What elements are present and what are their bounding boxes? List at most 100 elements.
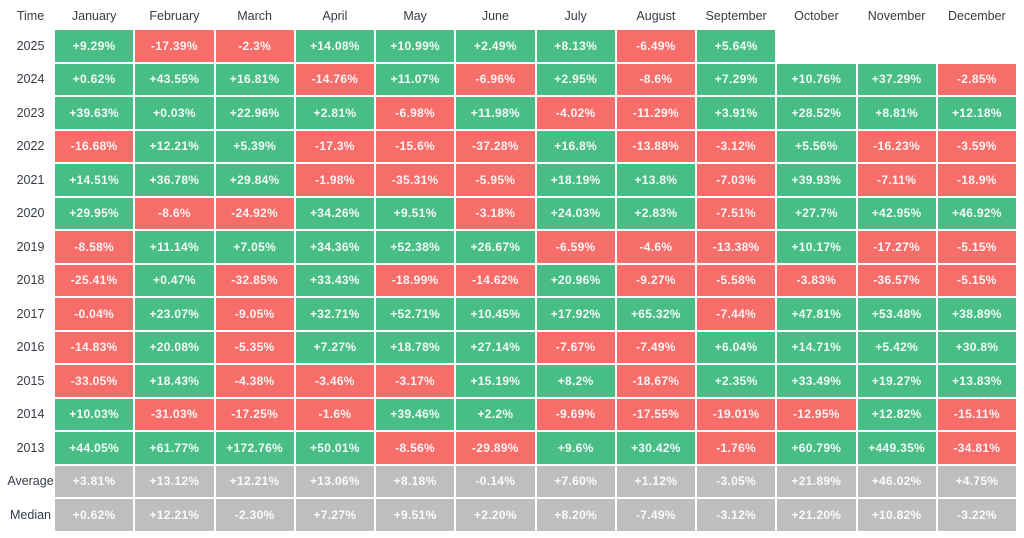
return-cell: +18.43% xyxy=(135,365,214,397)
return-cell: +15.19% xyxy=(456,365,535,397)
return-cell: +2.81% xyxy=(295,97,374,129)
return-cell: -3.05% xyxy=(697,465,776,497)
return-cell: +28.52% xyxy=(777,97,856,129)
return-cell: +10.03% xyxy=(55,398,134,430)
return-cell: -5.35% xyxy=(215,331,294,363)
return-cell: +22.96% xyxy=(215,97,294,129)
time-column-header: Time xyxy=(16,8,45,23)
return-cell: +12.21% xyxy=(135,499,214,531)
return-cell: +10.99% xyxy=(376,30,455,62)
return-cell: -5.58% xyxy=(697,264,776,296)
return-cell: -3.22% xyxy=(937,499,1016,531)
year-row-label: 2023 xyxy=(16,105,45,120)
return-cell: -3.83% xyxy=(777,264,856,296)
return-cell: +8.13% xyxy=(536,30,615,62)
year-row-label: 2019 xyxy=(16,239,45,254)
return-cell: +10.82% xyxy=(857,499,936,531)
return-cell: +20.08% xyxy=(135,331,214,363)
return-cell: -9.05% xyxy=(215,298,294,330)
return-cell: -24.92% xyxy=(215,197,294,229)
return-cell: +21.89% xyxy=(777,465,856,497)
return-cell: -8.6% xyxy=(616,63,695,95)
return-cell: +37.29% xyxy=(857,63,936,95)
return-cell: +27.14% xyxy=(456,331,535,363)
year-row-label: 2024 xyxy=(16,72,45,87)
return-cell: -0.04% xyxy=(55,298,134,330)
return-cell: -8.58% xyxy=(55,231,134,263)
return-cell: +5.64% xyxy=(697,30,776,62)
return-cell: -25.41% xyxy=(55,264,134,296)
return-cell: +17.92% xyxy=(536,298,615,330)
return-cell: +34.26% xyxy=(295,197,374,229)
return-cell: +0.47% xyxy=(135,264,214,296)
return-cell: -7.03% xyxy=(697,164,776,196)
return-cell: +18.78% xyxy=(376,331,455,363)
empty-cell xyxy=(858,30,936,62)
return-cell: +36.78% xyxy=(135,164,214,196)
month-header: July xyxy=(564,8,587,23)
return-cell: +1.12% xyxy=(616,465,695,497)
return-cell: -37.28% xyxy=(456,130,535,162)
return-cell: -9.69% xyxy=(536,398,615,430)
return-cell: -8.56% xyxy=(376,432,455,464)
year-row-label: 2014 xyxy=(16,407,45,422)
return-cell: +3.91% xyxy=(697,97,776,129)
return-cell: +4.75% xyxy=(937,465,1016,497)
return-cell: -11.29% xyxy=(616,97,695,129)
return-cell: +14.08% xyxy=(295,30,374,62)
return-cell: +2.35% xyxy=(697,365,776,397)
return-cell: +53.48% xyxy=(857,298,936,330)
return-cell: +12.82% xyxy=(857,398,936,430)
return-cell: +29.84% xyxy=(215,164,294,196)
return-cell: -7.49% xyxy=(616,499,695,531)
return-cell: +32.71% xyxy=(295,298,374,330)
return-cell: -3.12% xyxy=(697,499,776,531)
return-cell: -35.31% xyxy=(376,164,455,196)
return-cell: +0.62% xyxy=(55,499,134,531)
month-header: June xyxy=(481,8,509,23)
return-cell: -14.76% xyxy=(295,63,374,95)
return-cell: +24.03% xyxy=(536,197,615,229)
return-cell: +43.55% xyxy=(135,63,214,95)
return-cell: -1.6% xyxy=(295,398,374,430)
return-cell: +30.42% xyxy=(616,432,695,464)
return-cell: +50.01% xyxy=(295,432,374,464)
return-cell: -7.51% xyxy=(697,197,776,229)
return-cell: +12.21% xyxy=(135,130,214,162)
return-cell: -15.11% xyxy=(937,398,1016,430)
return-cell: -5.15% xyxy=(937,264,1016,296)
return-cell: +7.27% xyxy=(295,499,374,531)
empty-cell xyxy=(938,30,1016,62)
return-cell: -14.83% xyxy=(55,331,134,363)
return-cell: +7.05% xyxy=(215,231,294,263)
return-cell: -1.98% xyxy=(295,164,374,196)
return-cell: -17.3% xyxy=(295,130,374,162)
return-cell: +65.32% xyxy=(616,298,695,330)
return-cell: +19.27% xyxy=(857,365,936,397)
return-cell: +5.42% xyxy=(857,331,936,363)
return-cell: -3.18% xyxy=(456,197,535,229)
return-cell: +39.46% xyxy=(376,398,455,430)
return-cell: -7.44% xyxy=(697,298,776,330)
month-header: September xyxy=(705,8,767,23)
return-cell: +11.14% xyxy=(135,231,214,263)
return-cell: -34.81% xyxy=(937,432,1016,464)
month-header: May xyxy=(403,8,427,23)
month-header: January xyxy=(71,8,117,23)
return-cell: -8.6% xyxy=(135,197,214,229)
return-cell: -17.25% xyxy=(215,398,294,430)
return-cell: -2.30% xyxy=(215,499,294,531)
return-cell: +13.8% xyxy=(616,164,695,196)
return-cell: -36.57% xyxy=(857,264,936,296)
return-cell: -18.99% xyxy=(376,264,455,296)
month-header: March xyxy=(237,8,272,23)
return-cell: +12.21% xyxy=(215,465,294,497)
return-cell: +2.2% xyxy=(456,398,535,430)
return-cell: +16.8% xyxy=(536,130,615,162)
return-cell: -2.3% xyxy=(215,30,294,62)
return-cell: +2.20% xyxy=(456,499,535,531)
return-cell: -4.02% xyxy=(536,97,615,129)
return-cell: +5.39% xyxy=(215,130,294,162)
return-cell: -18.67% xyxy=(616,365,695,397)
return-cell: -6.96% xyxy=(456,63,535,95)
